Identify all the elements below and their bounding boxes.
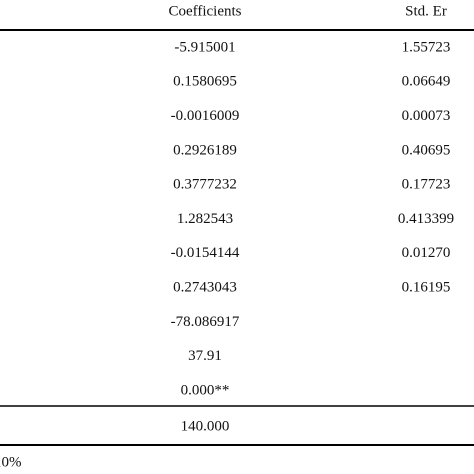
cell: 1.55723: [402, 39, 451, 55]
cell: -5.915001: [174, 39, 235, 55]
cell: 0.000**: [181, 382, 230, 398]
total-cell: 140.000: [181, 418, 230, 434]
cell: -78.086917: [171, 314, 240, 330]
cell: 37.91: [188, 348, 222, 364]
cell: 0.3777232: [173, 177, 237, 193]
cell: 0.16195: [402, 280, 451, 296]
cell: 0.413399: [398, 211, 454, 227]
cell: 1.282543: [177, 211, 233, 227]
cell: 0.06649: [402, 74, 451, 90]
cell: 0.2926189: [173, 142, 237, 158]
cell: -0.0154144: [171, 245, 240, 261]
cell: 0.17723: [402, 177, 451, 193]
cell: 0.40695: [402, 142, 451, 158]
cell: -0.0016009: [171, 108, 240, 124]
cell: 0.00073: [402, 108, 451, 124]
cell: 0.1580695: [173, 74, 237, 90]
cell: 0.2743043: [173, 280, 237, 296]
footnote: 10%: [0, 454, 22, 470]
column-header: Std. Er: [405, 3, 447, 19]
cell: 0.01270: [402, 245, 451, 261]
column-header: Coefficients: [168, 3, 241, 19]
